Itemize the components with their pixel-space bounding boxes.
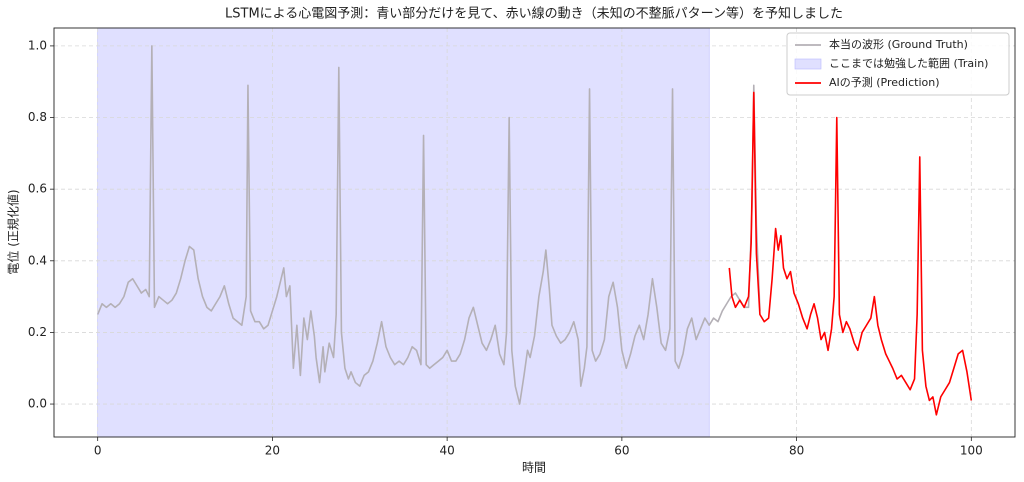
y-tick-label: 0.0 xyxy=(28,397,47,411)
x-tick-label: 60 xyxy=(614,444,629,458)
chart-title: LSTMによる心電図予測：青い部分だけを見て、赤い線の動き（未知の不整脈パターン… xyxy=(225,6,843,22)
y-tick-label: 1.0 xyxy=(28,38,47,52)
legend-label: ここまでは勉強した範囲 (Train) xyxy=(829,56,988,70)
legend-label: AIの予測 (Prediction) xyxy=(829,75,940,89)
plot-frame xyxy=(53,27,1016,438)
x-tick-label: 0 xyxy=(94,444,102,458)
legend-box xyxy=(786,32,1010,96)
y-tick-label: 0.2 xyxy=(28,325,47,339)
y-axis-label: 電位 (正規化値) xyxy=(6,189,21,274)
train-region xyxy=(97,27,710,438)
x-tick-label: 100 xyxy=(960,444,983,458)
y-tick-label: 0.4 xyxy=(28,253,47,267)
y-tick-label: 0.6 xyxy=(28,182,47,196)
x-tick-label: 80 xyxy=(789,444,804,458)
x-tick-label: 20 xyxy=(265,444,280,458)
y-tick-label: 0.8 xyxy=(28,110,47,124)
legend-label: 本当の波形 (Ground Truth) xyxy=(829,37,968,51)
x-axis-label: 時間 xyxy=(522,461,546,475)
legend-swatch xyxy=(794,58,822,70)
series-line xyxy=(728,91,973,416)
series-line xyxy=(96,45,761,405)
x-tick-label: 40 xyxy=(439,444,454,458)
